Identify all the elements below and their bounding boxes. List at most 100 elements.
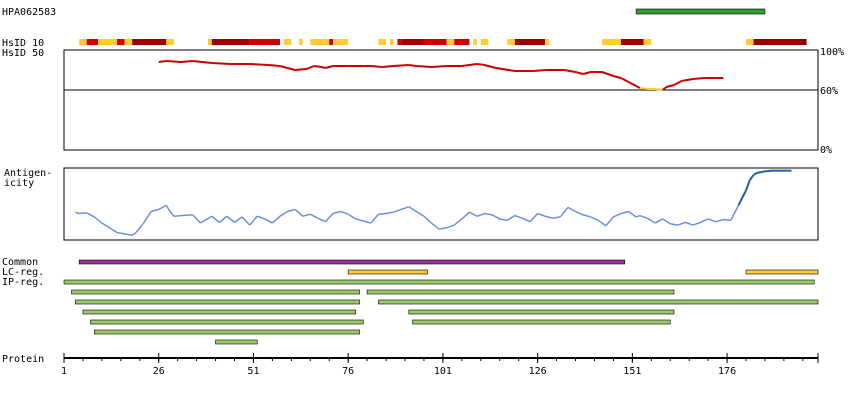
antigenicity-segment	[116, 231, 125, 235]
region-tracks	[63, 259, 819, 345]
identity-segment	[533, 69, 546, 72]
identity-segment	[181, 60, 193, 63]
common-bar	[78, 259, 626, 265]
antigenicity-segment	[723, 218, 731, 222]
x-tick-label: 76	[342, 366, 354, 377]
antigenicity-segment	[499, 218, 508, 222]
antigenicity-panel-frame	[63, 167, 819, 241]
antigenicity-segment	[363, 220, 372, 224]
ip-reg-track-label: IP-reg.	[2, 277, 44, 288]
antigenicity-segment	[484, 212, 493, 216]
antigenicity-segment	[234, 216, 243, 223]
antigenicity-segment	[692, 221, 701, 226]
hsid-segment	[620, 39, 644, 45]
identity-segment	[249, 63, 269, 66]
antigenicity-segment	[165, 204, 171, 212]
ip-reg-bar	[75, 299, 360, 305]
antigenicity-segment	[86, 212, 95, 218]
hsid-segment	[514, 39, 546, 45]
identity-segment	[306, 65, 315, 70]
antigenicity-segment	[109, 227, 118, 234]
antigenicity-segment	[181, 214, 193, 217]
identity-tick-100: 100%	[820, 47, 844, 58]
hsid-segment	[211, 39, 250, 45]
antigenicity-segment	[347, 213, 357, 220]
antigenicity-segment	[469, 211, 478, 217]
hsid-segment	[132, 39, 167, 45]
identity-segment	[613, 75, 622, 79]
antibody-id-label: HPA062583	[2, 7, 56, 18]
x-tick-label: 126	[529, 366, 547, 377]
ip-reg-bar	[94, 329, 360, 335]
identity-segment	[295, 68, 307, 71]
antigenicity-segment	[423, 215, 433, 224]
antigenicity-segment	[700, 218, 709, 224]
antigenicity-segment	[685, 221, 694, 226]
identity-tick-60: 60%	[820, 86, 838, 97]
hsid-strip	[79, 39, 807, 45]
hsid-segment	[545, 39, 549, 45]
antigenicity-segment	[317, 217, 326, 223]
identity-segment	[582, 71, 591, 75]
hsid-segment	[86, 39, 99, 45]
hsid-segment	[98, 39, 118, 45]
hsid-segment	[480, 39, 489, 45]
antigenicity-segment	[101, 222, 110, 229]
antigenicity-segment	[378, 212, 387, 215]
identity-segment	[620, 77, 630, 83]
antigenicity-segment	[764, 169, 773, 173]
identity-series	[158, 60, 724, 91]
antigenicity-segment	[522, 217, 531, 223]
antigenicity-segment	[715, 218, 724, 223]
hsid50-label: HsID 50	[2, 48, 44, 59]
antigenicity-segment	[559, 206, 569, 218]
antigenicity-segment	[745, 179, 751, 191]
antigenicity-segment	[226, 215, 235, 223]
antigenicity-segment	[124, 233, 133, 237]
hsid-segment	[473, 39, 477, 45]
identity-segment	[692, 77, 705, 80]
identity-segment	[431, 65, 447, 68]
antigenicity-segment	[241, 216, 251, 226]
hsid-segment	[602, 39, 621, 45]
lc-reg-bar	[745, 269, 819, 275]
identity-segment	[601, 71, 614, 77]
hsid-segment	[298, 39, 303, 45]
antigenicity-segment	[575, 210, 584, 216]
antigenicity-segment	[150, 208, 159, 213]
identity-segment	[192, 60, 212, 64]
antigenicity-segment	[279, 210, 288, 217]
hsid-segment	[423, 39, 447, 45]
antigenicity-segment	[75, 211, 80, 215]
antigenicity-segment	[324, 213, 334, 223]
antigenicity-segment	[737, 189, 747, 206]
antigenicity-segment	[169, 211, 175, 217]
antigenicity-segment	[620, 210, 629, 215]
antigenicity-segment	[567, 206, 576, 213]
x-tick-label: 1	[61, 366, 67, 377]
identity-segment	[393, 64, 409, 67]
antigenicity-segment	[200, 215, 213, 224]
hsid-segment	[79, 39, 87, 45]
hsid-segment	[166, 39, 174, 45]
antigenicity-segment	[218, 215, 228, 223]
hsid-segment	[117, 39, 125, 45]
identity-segment	[268, 64, 281, 67]
antigenicity-segment	[131, 231, 137, 236]
common-track-label: Common	[2, 257, 38, 268]
identity-segment	[158, 60, 167, 63]
antigenicity-label-2: icity	[4, 178, 34, 189]
antigenicity-segment	[264, 218, 273, 224]
x-tick-label: 51	[247, 366, 259, 377]
antigenicity-segment	[757, 170, 766, 174]
identity-tick-0: 0%	[820, 145, 832, 156]
identity-segment	[408, 64, 417, 67]
antigenicity-segment	[302, 213, 311, 217]
ip-reg-bar	[90, 319, 364, 325]
antigenicity-segment	[173, 214, 182, 217]
antigenicity-segment	[340, 210, 349, 215]
identity-segment	[484, 64, 497, 69]
antigenicity-segment	[309, 213, 319, 219]
hsid-segment	[389, 39, 394, 45]
